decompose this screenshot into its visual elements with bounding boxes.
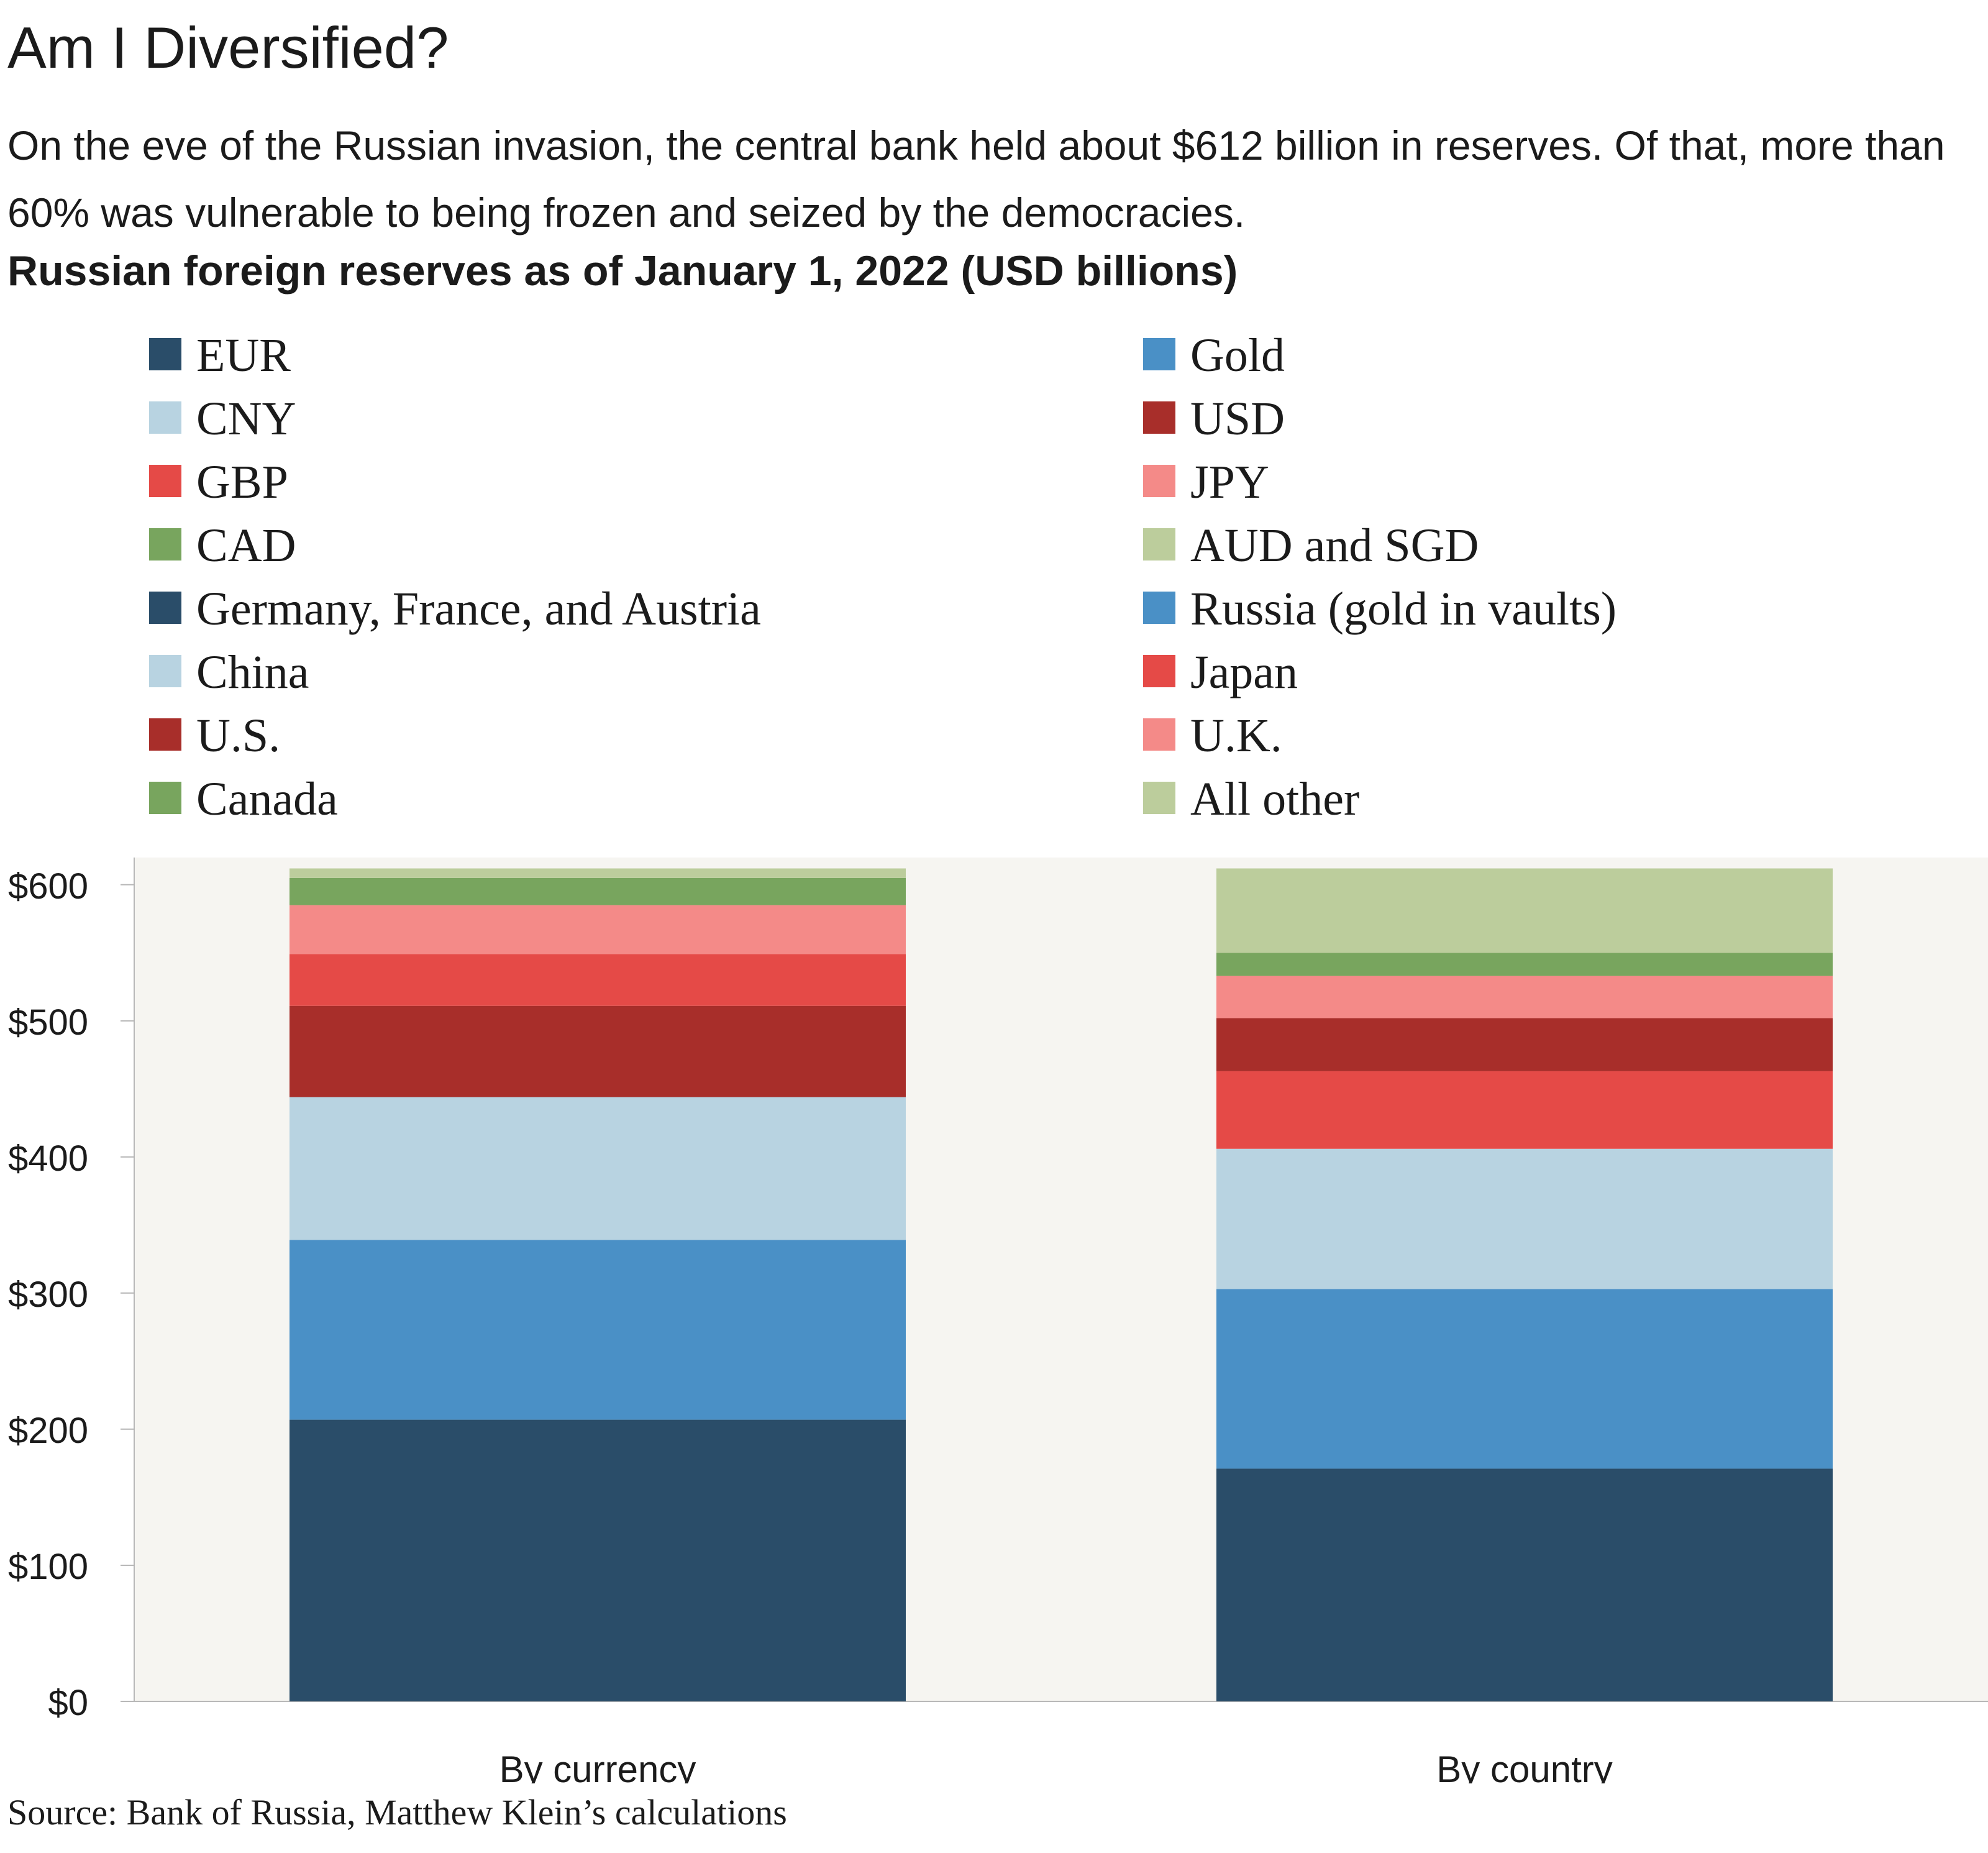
y-tick-label: $0 — [48, 1683, 88, 1723]
y-tick-label: $200 — [8, 1411, 88, 1451]
bar-segment-by-currency-usd — [290, 1005, 906, 1097]
legend-label: U.K. — [1190, 710, 1282, 762]
legend-swatch — [1143, 782, 1175, 814]
legend-label: U.S. — [196, 710, 281, 762]
page-title: Am I Diversified? — [7, 15, 449, 80]
bar-segment-by-currency-cad — [290, 877, 906, 905]
legend-label: Canada — [196, 773, 338, 825]
legend-label: USD — [1190, 393, 1285, 445]
legend-swatch — [149, 655, 181, 687]
legend-label: EUR — [196, 329, 291, 382]
bar-segment-by-currency-gold — [290, 1240, 906, 1420]
bar-segment-by-currency-aud-and-sgd — [290, 868, 906, 878]
y-tick-label: $400 — [8, 1138, 88, 1179]
legend-swatch — [149, 592, 181, 624]
legend-label: CNY — [196, 393, 296, 445]
legend-swatch — [1143, 528, 1175, 560]
legend-swatch — [1143, 655, 1175, 687]
bar-segment-by-country-canada — [1216, 953, 1833, 976]
legend-swatch — [149, 465, 181, 497]
legend-label: JPY — [1190, 456, 1269, 508]
bar-segment-by-currency-eur — [290, 1419, 906, 1701]
legend-label: China — [196, 646, 309, 698]
legend-swatch — [1143, 592, 1175, 624]
bar-segment-by-country-russia-gold-in-vaults — [1216, 1289, 1833, 1469]
legend-label: Russia (gold in vaults) — [1190, 583, 1617, 635]
bar-segment-by-country-japan — [1216, 1071, 1833, 1149]
page-subtitle: On the eve of the Russian invasion, the … — [7, 122, 1945, 236]
legend-label: Gold — [1190, 329, 1285, 382]
bar-segment-by-country-china — [1216, 1148, 1833, 1289]
bar-segment-by-currency-cny — [290, 1097, 906, 1240]
legend-swatch — [149, 528, 181, 560]
y-tick-label: $100 — [8, 1547, 88, 1587]
legend-swatch — [1143, 401, 1175, 434]
y-tick-label: $300 — [8, 1274, 88, 1315]
legend-label: All other — [1190, 773, 1360, 825]
chart-title: Russian foreign reserves as of January 1… — [7, 247, 1238, 295]
legend-swatch — [149, 782, 181, 814]
bar-segment-by-country-all-other — [1216, 868, 1833, 953]
legend-swatch — [149, 718, 181, 751]
x-category-label: By currency — [499, 1749, 696, 1783]
bar-segment-by-country-u-s — [1216, 1018, 1833, 1071]
bar-segment-by-country-germany-france-and-austria — [1216, 1468, 1833, 1701]
y-tick-label: $500 — [8, 1002, 88, 1043]
legend-swatch — [1143, 718, 1175, 751]
legend-label: CAD — [196, 519, 296, 572]
y-tick-label: $600 — [8, 866, 88, 907]
legend-swatch — [149, 338, 181, 370]
bar-segment-by-country-u-k — [1216, 976, 1833, 1018]
legend-swatch — [1143, 465, 1175, 497]
bar-segment-by-currency-jpy — [290, 905, 906, 954]
legend-label: AUD and SGD — [1190, 519, 1479, 572]
legend-swatch — [149, 401, 181, 434]
legend-label: Germany, France, and Austria — [196, 583, 761, 635]
stacked-bar-chart: $0 $100 $200 $300 $400 $500 $600 By currency By … — [8, 858, 1988, 1783]
bar-segment-by-currency-gbp — [290, 954, 906, 1006]
legend-swatch — [1143, 338, 1175, 370]
legend-label: GBP — [196, 456, 288, 508]
x-category-label: By country — [1436, 1749, 1612, 1783]
legend-label: Japan — [1190, 646, 1298, 698]
source-note: Source: Bank of Russia, Matthew Klein’s … — [7, 1792, 787, 1832]
